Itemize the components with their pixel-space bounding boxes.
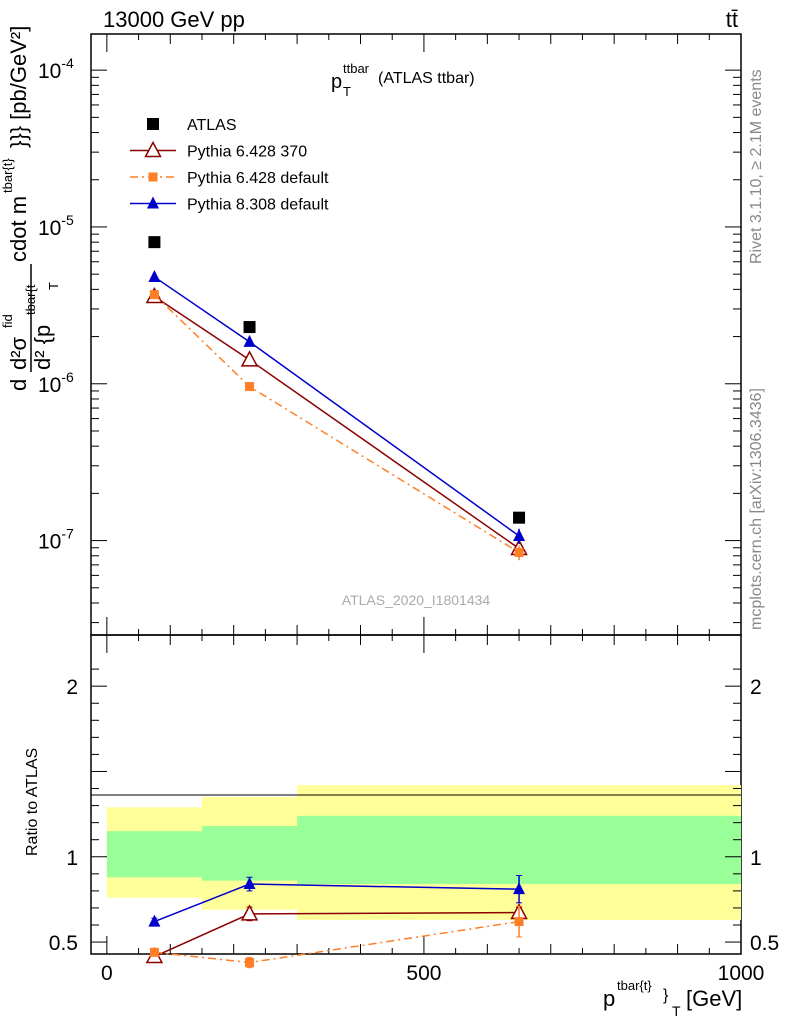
ratio-y-tick-label: 2 bbox=[66, 676, 78, 699]
main-y-axis-label: d d²σ fid d² {p tbar{t T cdot m tbar{t} … bbox=[0, 26, 61, 391]
marker-open-triangle bbox=[240, 350, 259, 367]
ratio-band-inner bbox=[297, 815, 741, 885]
marker-open-triangle bbox=[240, 904, 259, 921]
main-series-line bbox=[153, 295, 520, 550]
y-label-den-sub: T bbox=[46, 282, 61, 290]
main-y-tick-label: 10-5 bbox=[38, 212, 74, 240]
marker-open-triangle bbox=[144, 140, 162, 158]
marker-small-square bbox=[245, 958, 255, 968]
marker-small-square bbox=[148, 172, 158, 182]
y-label-rest2: }}} [pb/GeV²] bbox=[6, 26, 31, 148]
plot-title-rest: (ATLAS ttbar) bbox=[378, 70, 475, 87]
x-tick-label: 1000 bbox=[718, 962, 765, 985]
marker-small-square bbox=[514, 547, 524, 557]
x-ticks: 0 500 1000 bbox=[101, 34, 764, 985]
marker-filled-triangle bbox=[513, 882, 526, 895]
marker-small-square bbox=[149, 947, 159, 957]
plot-title-sub: T bbox=[343, 84, 351, 99]
ratio-series-line bbox=[154, 920, 520, 964]
header-right: tt̄ bbox=[726, 7, 738, 32]
legend-label: Pythia 6.428 370 bbox=[187, 144, 307, 161]
main-y-tick-exponent: -7 bbox=[61, 526, 74, 542]
legend-label: ATLAS bbox=[187, 117, 237, 134]
legend-label: Pythia 6.428 default bbox=[187, 170, 329, 187]
marker-square bbox=[147, 118, 159, 130]
marker-filled-triangle bbox=[243, 877, 256, 890]
main-y-tick-label: 10-7 bbox=[38, 526, 74, 554]
ratio-y-tick-label-right: 2 bbox=[750, 676, 762, 699]
ratio-y-tick-label-right: 0.5 bbox=[750, 932, 779, 955]
marker-square bbox=[243, 321, 256, 334]
legend-label: Pythia 8.308 default bbox=[187, 197, 329, 214]
rivet-label: Rivet 3.1.10, ≥ 2.1M events bbox=[748, 69, 765, 264]
header-left: 13000 GeV pp bbox=[103, 7, 245, 32]
x-label-unit: [GeV] bbox=[686, 986, 742, 1011]
main-y-tick-exponent: -4 bbox=[61, 55, 74, 71]
marker-small-square bbox=[245, 382, 255, 392]
main-y-tick-label: 10-4 bbox=[38, 55, 74, 83]
plot-title-main: p bbox=[331, 71, 342, 93]
ratio-y-tick-label-right: 1 bbox=[750, 847, 762, 870]
ratio-y-ticks: 0.5 0.5 1 1 2 2 bbox=[49, 668, 779, 955]
marker-filled-triangle bbox=[148, 269, 161, 282]
marker-square bbox=[513, 511, 526, 524]
marker-filled-triangle bbox=[243, 334, 256, 347]
main-y-ticks: 10-7 10-6 10-5 10-4 bbox=[38, 55, 741, 624]
ratio-y-tick-label: 1 bbox=[66, 847, 78, 870]
analysis-watermark: ATLAS_2020_I1801434 bbox=[342, 592, 491, 608]
main-y-tick-label: 10-6 bbox=[38, 369, 74, 397]
y-label-d: d bbox=[6, 379, 31, 391]
y-label-num-sup: fid bbox=[0, 314, 15, 328]
ratio-uncertainty-bands bbox=[106, 785, 741, 920]
x-label-p: p bbox=[603, 986, 615, 1011]
y-label-num: d²σ bbox=[6, 336, 31, 370]
main-y-tick-exponent: -6 bbox=[61, 369, 74, 385]
legend: ATLAS Pythia 6.428 370 Pythia 6.428 defaul… bbox=[130, 117, 329, 214]
ratio-band-inner bbox=[106, 831, 202, 878]
main-series-group bbox=[145, 236, 528, 561]
ratio-band-inner bbox=[201, 826, 298, 881]
y-label-den: d² {p bbox=[30, 325, 55, 370]
plot-title-sup: ttbar bbox=[343, 61, 370, 76]
x-tick-label: 0 bbox=[101, 962, 113, 985]
marker-small-square bbox=[149, 290, 159, 300]
x-label-rest: } bbox=[663, 987, 669, 1004]
y-label-den-sup: tbar{t bbox=[23, 284, 38, 315]
mcplots-label: mcplots.cern.ch [arXiv:1306.3436] bbox=[748, 388, 765, 630]
marker-small-square bbox=[514, 917, 524, 927]
y-label-rest: cdot m bbox=[6, 196, 31, 262]
marker-filled-triangle bbox=[147, 196, 159, 209]
main-series-line bbox=[153, 276, 520, 537]
plot-title: p bbox=[331, 71, 342, 93]
ratio-y-axis-label: Ratio to ATLAS bbox=[24, 748, 41, 856]
marker-filled-triangle bbox=[148, 914, 161, 927]
marker-filled-triangle bbox=[513, 528, 526, 541]
y-label-rest-sup: tbar{t} bbox=[0, 158, 15, 193]
ratio-y-tick-label: 0.5 bbox=[49, 932, 78, 955]
x-tick-label: 500 bbox=[406, 962, 441, 985]
main-y-tick-exponent: -5 bbox=[61, 212, 74, 228]
x-label-sub: T bbox=[672, 1003, 681, 1019]
x-axis-label: p tbar{t} } T [GeV] bbox=[603, 978, 742, 1019]
marker-square bbox=[148, 236, 161, 249]
x-label-sup: tbar{t} bbox=[617, 978, 652, 993]
ratio-series-group bbox=[145, 875, 528, 969]
